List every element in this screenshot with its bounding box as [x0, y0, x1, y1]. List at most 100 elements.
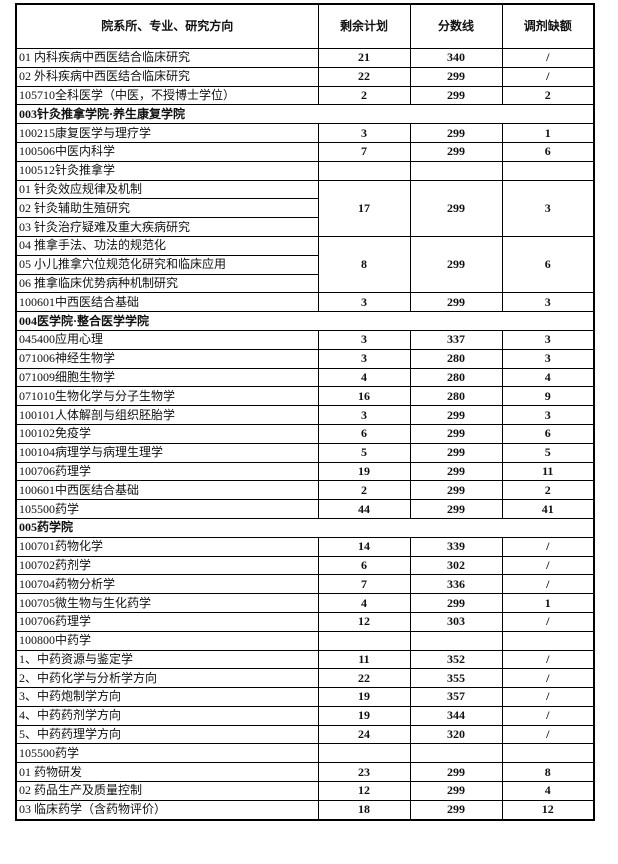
- adjust-vacancy: /: [501, 536, 595, 557]
- table-row: 071006神经生物学 3 280 3: [15, 348, 595, 369]
- program-label: 100705微生物与生化药学: [15, 593, 319, 613]
- header-department: 院系所、专业、研究方向: [15, 3, 319, 49]
- table-row: 100702药剂学 6 302/: [15, 555, 595, 576]
- score-line: 299: [409, 235, 503, 294]
- adjust-vacancy: 11: [501, 461, 595, 482]
- program-label: 01 内科疾病中西医结合临床研究: [15, 48, 319, 68]
- section-row: 003针灸推拿学院·养生康复学院: [15, 104, 595, 125]
- program-label: 100102免疫学: [15, 423, 319, 444]
- program-label: 100704药物分析学: [15, 574, 319, 595]
- header-remaining-plan: 剩余计划: [317, 3, 411, 49]
- score-line: 299: [409, 762, 503, 783]
- remaining-plan: 24: [317, 724, 411, 745]
- table-row: 1、中药资源与鉴定学 11 352/: [15, 649, 595, 670]
- score-line: 299: [409, 480, 503, 501]
- score-line: 299: [409, 799, 503, 821]
- table-row: 105710全科医学（中医，不授博士学位） 2 299 2: [15, 85, 595, 106]
- table-header-row: 院系所、专业、研究方向 剩余计划 分数线 调剂缺额: [15, 3, 595, 49]
- remaining-plan: 8: [317, 235, 411, 294]
- remaining-plan: 3: [317, 123, 411, 143]
- remaining-plan: 14: [317, 536, 411, 557]
- adjust-vacancy: /: [501, 724, 595, 745]
- program-label: 01 药物研发: [15, 762, 319, 783]
- program-label: 100800中药学: [15, 630, 319, 651]
- header-score-line: 分数线: [409, 3, 503, 49]
- table-row: 100102免疫学 6 299 6: [15, 423, 595, 444]
- remaining-plan: 19: [317, 687, 411, 707]
- adjust-vacancy: /: [501, 705, 595, 726]
- section-title: 003针灸推拿学院·养生康复学院: [15, 104, 595, 125]
- table-row: 100701药物化学 14 339/: [15, 536, 595, 557]
- adjust-vacancy: 3: [501, 179, 595, 237]
- program-label: 100701药物化学: [15, 536, 319, 557]
- remaining-plan: 19: [317, 705, 411, 726]
- adjust-vacancy: 41: [501, 499, 595, 519]
- adjust-vacancy: 6: [501, 235, 595, 294]
- table-row: 03 临床药学（含药物评价） 18 299 12: [15, 799, 595, 821]
- program-label: 100601中西医结合基础: [15, 480, 319, 501]
- remaining-plan: 11: [317, 649, 411, 670]
- remaining-plan: 21: [317, 48, 411, 68]
- program-label: 100215康复医学与理疗学: [15, 123, 319, 143]
- remaining-plan: 3: [317, 292, 411, 313]
- table-row: 4、中药药剂学方向 19 344/: [15, 705, 595, 726]
- remaining-plan: 12: [317, 781, 411, 801]
- program-label: 100702药剂学: [15, 555, 319, 576]
- score-line: 320: [409, 724, 503, 745]
- table-row: 100704药物分析学 7 336/: [15, 574, 595, 595]
- table-row: 100215康复医学与理疗学 3 299 1: [15, 123, 595, 143]
- table-row: 071009细胞生物学 4 280 4: [15, 367, 595, 388]
- direction-label: 04 推拿手法、功法的规范化: [15, 235, 319, 256]
- remaining-plan: 3: [317, 348, 411, 369]
- adjust-vacancy: /: [501, 687, 595, 707]
- score-line: 280: [409, 348, 503, 369]
- remaining-plan: 5: [317, 442, 411, 463]
- table-row: 100512针灸推拿学: [15, 160, 595, 181]
- table-row: 02 外科疾病中西医结合临床研究 22 299/: [15, 66, 595, 87]
- score-line: 302: [409, 555, 503, 576]
- adjust-vacancy: 4: [501, 781, 595, 801]
- score-line: 299: [409, 499, 503, 519]
- adjust-vacancy: /: [501, 574, 595, 595]
- adjust-vacancy: 8: [501, 762, 595, 783]
- score-line: 299: [409, 461, 503, 482]
- adjust-vacancy: /: [501, 649, 595, 670]
- adjust-vacancy: /: [501, 611, 595, 632]
- score-line: 299: [409, 405, 503, 425]
- remaining-plan: 6: [317, 423, 411, 444]
- score-line: 357: [409, 687, 503, 707]
- direction-label: 06 推拿临床优势病种机制研究: [15, 273, 319, 294]
- table-row: 100706药理学 12 303/: [15, 611, 595, 632]
- table-row: 100506中医内科学 7 299 6: [15, 141, 595, 162]
- direction-label: 03 针灸治疗疑难及重大疾病研究: [15, 217, 319, 237]
- program-label: 3、中药炮制学方向: [15, 687, 319, 707]
- score-line: 299: [409, 442, 503, 463]
- table-row: 2、中药化学与分析学方向 22 355/: [15, 668, 595, 689]
- table-body: 01 内科疾病中西医结合临床研究 21 340/02 外科疾病中西医结合临床研究 22…: [15, 48, 595, 821]
- table-row: 3、中药炮制学方向 19 357/: [15, 687, 595, 707]
- adjust-vacancy: [501, 160, 595, 181]
- table-row: 01 内科疾病中西医结合临床研究 21 340/: [15, 48, 595, 68]
- section-title: 005药学院: [15, 517, 595, 538]
- section-row: 005药学院: [15, 517, 595, 538]
- score-line: 336: [409, 574, 503, 595]
- direction-label: 01 针灸效应规律及机制: [15, 179, 319, 200]
- remaining-plan: 2: [317, 480, 411, 501]
- score-line: 299: [409, 292, 503, 313]
- adjust-vacancy: 1: [501, 593, 595, 613]
- adjust-vacancy: 2: [501, 480, 595, 501]
- adjust-vacancy: 3: [501, 405, 595, 425]
- admission-table: 院系所、专业、研究方向 剩余计划 分数线 调剂缺额 01 内科疾病中西医结合临床…: [15, 3, 595, 821]
- header-adjust-vacancy: 调剂缺额: [501, 3, 595, 49]
- table-row: 01 针灸效应规律及机制 17 299 3: [15, 179, 595, 237]
- table-row: 100800中药学: [15, 630, 595, 651]
- remaining-plan: 12: [317, 611, 411, 632]
- remaining-plan: 4: [317, 367, 411, 388]
- table-row: 04 推拿手法、功法的规范化 8 299 6: [15, 235, 595, 294]
- section-row: 004医学院·整合医学学院: [15, 311, 595, 331]
- score-line: [409, 630, 503, 651]
- score-line: 339: [409, 536, 503, 557]
- adjust-vacancy: /: [501, 555, 595, 576]
- score-line: 352: [409, 649, 503, 670]
- program-label: 045400应用心理: [15, 329, 319, 350]
